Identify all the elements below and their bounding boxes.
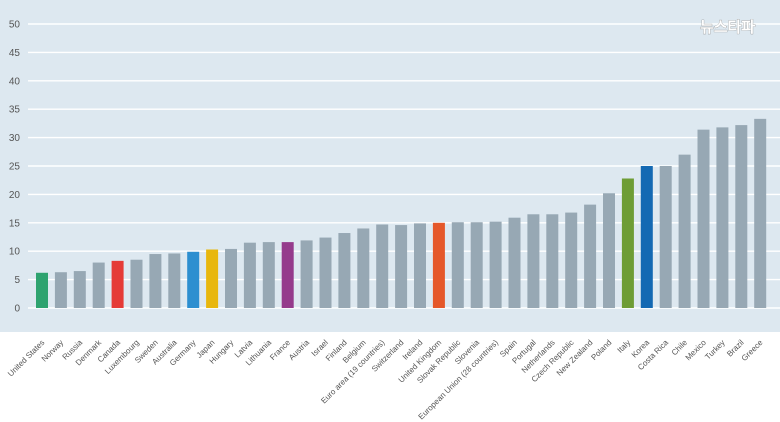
- x-tick-label: Mexico: [684, 338, 709, 363]
- x-tick-label: Greece: [740, 338, 765, 363]
- bar: [584, 204, 597, 308]
- bar: [527, 214, 540, 308]
- bar: [168, 253, 181, 308]
- y-tick-label: 10: [9, 247, 21, 258]
- bar: [395, 225, 408, 308]
- x-tick-label: Poland: [589, 338, 613, 362]
- bar: [225, 248, 237, 308]
- bar: [432, 222, 445, 308]
- y-tick-label: 25: [9, 162, 21, 173]
- bar: [565, 212, 578, 308]
- bar: [735, 125, 748, 308]
- y-tick-label: 45: [9, 48, 21, 59]
- bar: [716, 127, 729, 308]
- bar: [546, 214, 559, 308]
- bar: [111, 260, 124, 308]
- bar: [300, 240, 313, 308]
- bar: [414, 223, 426, 308]
- bar: [319, 237, 332, 308]
- x-tick-label: Austria: [287, 338, 311, 362]
- bar: [73, 271, 86, 308]
- bar: [659, 166, 672, 308]
- category-labels: United StatesNorwayRussiaDenmarkCanadaLu…: [6, 337, 765, 421]
- bar: [262, 242, 275, 308]
- watermark-logo: 뉴스타파: [700, 18, 755, 36]
- y-tick-label: 40: [9, 76, 21, 87]
- y-tick-label: 30: [9, 133, 21, 144]
- bar: [130, 259, 143, 308]
- bar: [36, 272, 48, 308]
- bar: [187, 251, 200, 308]
- bar: [376, 224, 389, 308]
- bar: [281, 242, 294, 308]
- bar: [754, 118, 767, 308]
- y-axis-ticks: 0 5 10 15 20 25 30 35 40 45 50: [9, 20, 21, 315]
- bar: [92, 262, 105, 308]
- y-tick-label: 20: [9, 190, 21, 201]
- bar: [678, 154, 691, 308]
- bar: [489, 221, 502, 308]
- bar: [697, 129, 710, 308]
- bar: [640, 166, 653, 308]
- bar: [357, 228, 370, 308]
- bar: [243, 242, 256, 308]
- bar: [451, 222, 464, 308]
- bar: [603, 193, 615, 308]
- bar: [621, 178, 634, 308]
- bar: [470, 222, 483, 308]
- bar: [54, 272, 67, 308]
- y-tick-label: 15: [9, 218, 21, 229]
- bar: [338, 233, 351, 308]
- y-tick-label: 0: [14, 304, 20, 315]
- y-tick-label: 5: [14, 275, 20, 286]
- y-tick-label: 35: [9, 105, 21, 116]
- x-tick-label: Turkey: [703, 338, 726, 361]
- bar: [206, 249, 219, 308]
- bars: [36, 118, 767, 308]
- y-tick-label: 50: [9, 20, 21, 31]
- bar: [508, 217, 521, 308]
- bar: [149, 254, 162, 308]
